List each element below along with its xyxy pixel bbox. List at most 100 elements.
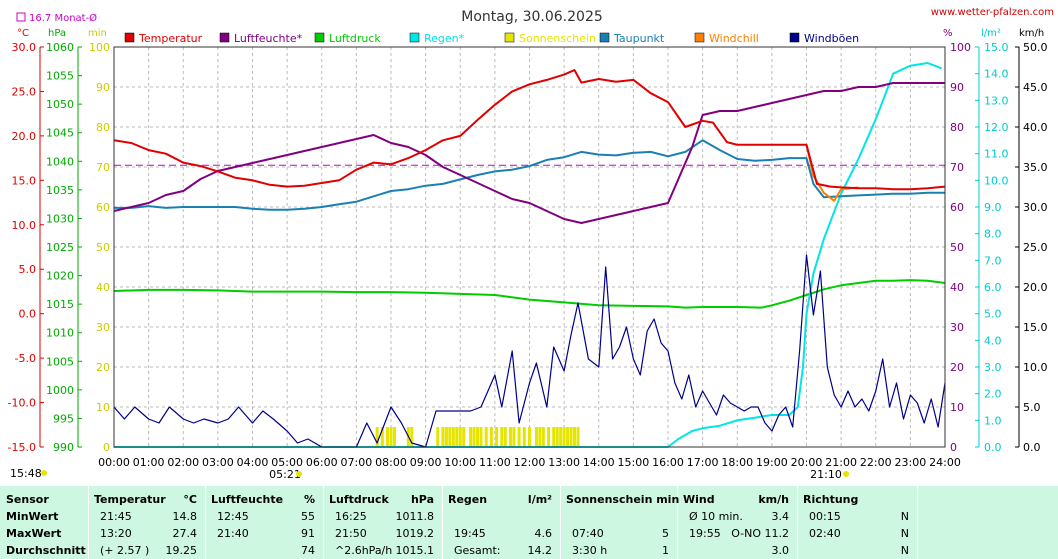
axis-tick-rain: 6.0 [984,281,1002,294]
sunshine-bar [522,427,526,447]
legend-label: Regen* [424,32,465,45]
sunshine-bar [562,427,566,447]
axis-tick-percent: 10 [950,401,964,414]
sunshine-bar [534,427,538,447]
summary-col-title: Regen [448,493,488,506]
summary-cell-value: O-NO 11.2 [731,527,789,540]
axis-tick-percent: 80 [950,121,964,134]
axis-tick-rain: 3.0 [984,361,1002,374]
x-tick-label: 07:00 [341,456,373,469]
axis-tick-wind: 0.0 [1023,441,1041,454]
summary-cell-value: 91 [301,527,315,540]
axis-tick-minutes: 20 [96,361,110,374]
sunshine-bar [566,427,570,447]
x-tick-label: 19:00 [756,456,788,469]
summary-cell-label: 16:25 [335,510,367,523]
sunshine-bar [573,427,577,447]
summary-cell-value: 1011.8 [395,510,435,523]
axis-tick-minutes: 70 [96,161,110,174]
sunshine-bar [547,427,551,447]
x-tick-label: 10:00 [444,456,476,469]
sunshine-bar [503,427,507,447]
axis-tick-rain: 4.0 [984,334,1002,347]
x-tick-label: 02:00 [167,456,199,469]
axis-tick-pressure: 1040 [46,155,74,168]
legend-swatch [219,32,230,43]
summary-cell-value: 55 [301,510,315,523]
summary-col-3: Luftdruck hPa 16:25 1011.8 21:50 1019.2 ^2.6hP… [323,486,443,559]
sunrise-icon [296,471,302,477]
summary-cell-value: 74 [301,544,315,557]
summary-cell-label: Gesamt: [454,544,501,557]
unit-temp: °C [17,28,29,39]
axis-tick-wind: 40.0 [1023,121,1048,134]
summary-cell-value: 14.8 [172,510,198,523]
summary-col-unit: km/h [758,493,789,506]
sunshine-bar [484,427,488,447]
legend-swatch [409,32,420,43]
site-link[interactable]: www.wetter-pfalzen.com [931,7,1054,18]
axis-tick-temp: -5.0 [15,352,36,365]
unit-rain: l/m² [981,28,1001,39]
axis-tick-pressure: 1020 [46,270,74,283]
x-tick-label: 18:00 [721,456,753,469]
series-line-windböen [113,254,946,448]
month-avg-label: 16.7 Monat-Ø [29,12,97,24]
summary-cell-label: MaxWert [6,527,62,540]
daylength-sun-icon [41,470,47,476]
axis-tick-percent: 60 [950,201,964,214]
summary-col-4: Regen l/m² 19:45 4.6 Gesamt: 14.2 [442,486,561,559]
sun-markers: 05:21 21:10 15:48 [10,467,849,481]
unit-minutes: min [88,28,107,39]
axis-tick-rain: 5.0 [984,308,1002,321]
summary-cell-value: 4.6 [534,527,553,540]
x-tick-label: 21:00 [825,456,857,469]
summary-cell-label: ^2.6hPa/h [335,544,393,557]
sunshine-bars [375,427,580,447]
axis-tick-percent: 90 [950,81,964,94]
axis-tick-temp: -10.0 [8,397,36,410]
sunshine-bar [448,427,452,447]
sunshine-bar [444,427,448,447]
sunshine-bar [436,427,440,447]
axis-tick-pressure: 1060 [46,41,74,54]
axis-tick-rain: 1.0 [984,414,1002,427]
axis-tick-temp: 0.0 [19,308,37,321]
summary-cell-value: N [900,510,909,523]
sunshine-bar [392,427,396,447]
x-tick-label: 03:00 [202,456,234,469]
axis-tick-wind: 5.0 [1023,401,1041,414]
x-tick-label: 22:00 [860,456,892,469]
x-tick-label: 01:00 [133,456,165,469]
axis-tick-wind: 45.0 [1023,81,1048,94]
summary-col-0: Sensor MinWert MaxWert Durchschnitt [0,486,89,559]
series-line-luftdruck [113,279,946,309]
daylength: 15:48 [10,467,42,480]
summary-table: Sensor MinWert MaxWert Durchschnitt Temperat… [0,486,1058,559]
axis-tick-temp: 30.0 [12,41,37,54]
sunshine-bar [517,427,521,447]
sunrise-time: 05:21 [269,468,301,481]
sunshine-bar [479,427,483,447]
axis-tick-percent: 30 [950,321,964,334]
legend-swatch [694,32,705,43]
summary-cell-value: 3.4 [771,510,790,523]
sunshine-bar [508,427,512,447]
sunshine-bar [386,427,390,447]
summary-cell-value: 19.25 [165,544,198,557]
summary-cell-label: 19:55 [689,527,721,540]
unit-wind: km/h [1019,28,1044,39]
sunshine-bar [389,427,393,447]
summary-col-2: Luftfeuchte% 12:45 55 21:40 91 74 [205,486,324,559]
sunshine-bar [512,427,516,447]
axis-tick-pressure: 990 [53,441,74,454]
month-avg-swatch [16,12,26,22]
axis-tick-wind: 20.0 [1023,281,1048,294]
sunshine-bar [410,427,414,447]
sunshine-bar [576,427,580,447]
legend-label: Luftdruck [329,32,381,45]
axis-tick-pressure: 1030 [46,212,74,225]
summary-col-title: Luftfeuchte [211,493,284,506]
axis-tick-temp: 20.0 [12,130,37,143]
summary-col-title: Richtung [803,493,859,506]
